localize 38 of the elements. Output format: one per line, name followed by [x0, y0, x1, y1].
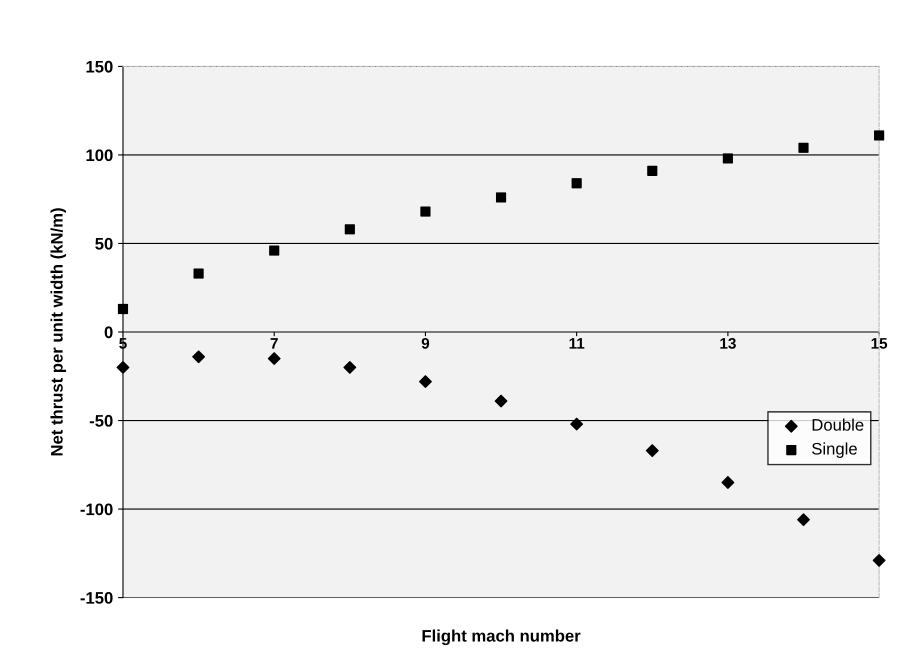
point	[647, 166, 658, 176]
point	[269, 245, 280, 256]
y-axis-title: Net thrust per unit width (kN/m)	[50, 208, 66, 456]
point	[572, 178, 582, 188]
y-tick-label: -100	[80, 503, 113, 516]
point	[722, 153, 733, 164]
point	[118, 304, 128, 314]
x-tick-label: 7	[270, 338, 278, 349]
point	[721, 476, 734, 489]
x-tick-label: 15	[872, 338, 888, 349]
point	[494, 394, 508, 408]
point	[194, 268, 204, 279]
legend-label: Double	[812, 418, 864, 431]
point	[872, 554, 886, 567]
point	[116, 360, 130, 374]
point	[797, 513, 810, 526]
point	[874, 130, 884, 141]
point	[192, 350, 206, 364]
point	[798, 142, 809, 153]
legend-label: Single	[812, 442, 857, 458]
x-axis-title: Flight mach number	[422, 629, 580, 646]
x-tick-label: 9	[422, 338, 430, 349]
y-tick-label: 0	[104, 326, 113, 338]
y-tick-label: 100	[86, 149, 113, 162]
point	[570, 418, 584, 430]
y-tick-label: 150	[86, 60, 113, 73]
point	[496, 192, 506, 203]
y-tick-label: -50	[90, 414, 113, 427]
y-tick-label: 50	[95, 238, 113, 250]
point	[646, 444, 659, 458]
x-tick-label: 11	[570, 338, 584, 349]
point	[344, 224, 355, 234]
point	[420, 206, 431, 217]
x-tick-label: 13	[720, 338, 736, 349]
point	[419, 375, 432, 388]
point	[268, 352, 281, 365]
y-tick-label: -150	[80, 592, 113, 604]
point	[343, 360, 356, 374]
